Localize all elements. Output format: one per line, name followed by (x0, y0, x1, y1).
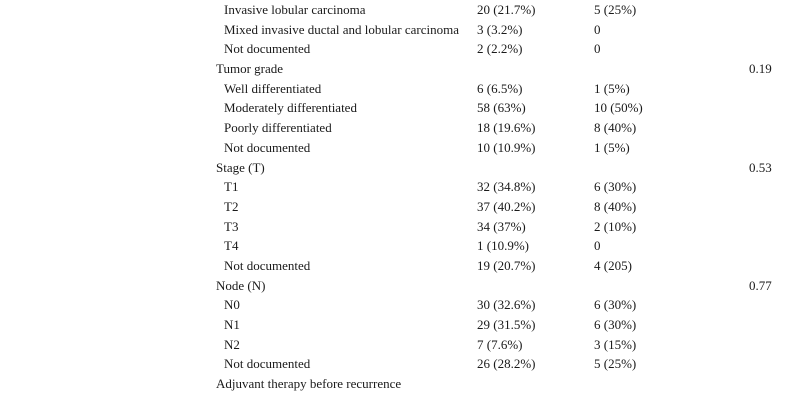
row-label: T4 (224, 238, 239, 254)
cell-group-b: 0 (594, 238, 601, 254)
cell-group-a: 3 (3.2%) (477, 21, 523, 37)
cell-group-b: 1 (5%) (594, 139, 630, 155)
cell-group-a: 2 (2.2%) (477, 41, 523, 57)
row-label: Well differentiated (224, 80, 322, 96)
cell-group-b: 6 (30%) (594, 179, 637, 195)
cell-group-a: 58 (63%) (477, 100, 526, 116)
cell-p-value: 0.53 (749, 159, 772, 175)
table-category-row: Node (N) 0.77 (0, 276, 800, 296)
cell-group-a: 32 (34.8%) (477, 179, 536, 195)
table-category-row: Stage (T) 0.53 (0, 158, 800, 178)
table-row: Invasive lobular carcinoma 20 (21.7%) 5 (2… (0, 0, 800, 20)
row-label: T2 (224, 198, 239, 214)
cell-group-b: 6 (30%) (594, 317, 637, 332)
cell-group-b: 5 (25%) (594, 2, 637, 17)
table-row: Not documented 10 (10.9%) 1 (5%) (0, 138, 800, 158)
table-row: T1 32 (34.8%) 6 (30%) (0, 177, 800, 197)
table-row: Not documented 2 (2.2%) 0 (0, 39, 800, 59)
cell-p-value: 0.77 (749, 277, 772, 293)
row-label: N1 (224, 317, 240, 332)
cell-group-a: 19 (20.7%) (477, 257, 536, 273)
cell-group-a: 20 (21.7%) (477, 2, 536, 17)
row-label: Not documented (224, 356, 311, 372)
row-label: N2 (224, 336, 240, 352)
cell-group-b: 8 (40%) (594, 120, 637, 136)
table-row: Well differentiated 6 (6.5%) 1 (5%) (0, 79, 800, 99)
cell-p-value: 0.19 (749, 61, 772, 77)
table-row: N1 29 (31.5%) 6 (30%) (0, 315, 800, 335)
table-row: Not documented 26 (28.2%) 5 (25%) (0, 354, 800, 374)
cell-group-b: 4 (205) (594, 257, 632, 273)
row-label: Mixed invasive ductal and lobular carcin… (224, 21, 460, 37)
table-row: T3 34 (37%) 2 (10%) (0, 217, 800, 237)
row-label: Not documented (224, 139, 311, 155)
table-row: Mixed invasive ductal and lobular carcin… (0, 20, 800, 40)
row-label: Poorly differentiated (224, 120, 332, 136)
cell-group-b: 5 (25%) (594, 356, 637, 372)
table-category-row: Tumor grade 0.19 (0, 59, 800, 79)
row-label: T3 (224, 218, 239, 234)
row-label: N0 (224, 297, 240, 313)
row-label: Not documented (224, 257, 311, 273)
cell-group-b: 0 (594, 21, 601, 37)
cell-group-b: 1 (5%) (594, 80, 630, 96)
cell-group-b: 3 (15%) (594, 336, 637, 352)
cell-group-b: 6 (30%) (594, 297, 637, 313)
table-row: Moderately differentiated 58 (63%) 10 (50%… (0, 98, 800, 118)
cell-group-a: 37 (40.2%) (477, 198, 536, 214)
row-label: Moderately differentiated (224, 100, 357, 116)
cell-group-b: 10 (50%) (594, 100, 643, 116)
table-category-row: Adjuvant therapy before recurrence (0, 374, 800, 394)
table-row: T4 1 (10.9%) 0 (0, 236, 800, 256)
cell-group-a: 10 (10.9%) (477, 139, 536, 155)
row-label: Invasive lobular carcinoma (224, 2, 366, 17)
cell-group-a: 29 (31.5%) (477, 317, 536, 332)
row-label: Not documented (224, 41, 311, 57)
cell-group-a: 34 (37%) (477, 218, 526, 234)
table-row: N2 7 (7.6%) 3 (15%) (0, 335, 800, 355)
table-row: Not documented 19 (20.7%) 4 (205) (0, 256, 800, 276)
row-label: Adjuvant therapy before recurrence (216, 376, 402, 392)
cell-group-a: 6 (6.5%) (477, 80, 523, 96)
cell-group-b: 2 (10%) (594, 218, 637, 234)
cell-group-b: 8 (40%) (594, 198, 637, 214)
table-row: Poorly differentiated 18 (19.6%) 8 (40%) (0, 118, 800, 138)
cell-group-b: 0 (594, 41, 601, 57)
row-label: Tumor grade (216, 61, 284, 77)
cell-group-a: 30 (32.6%) (477, 297, 536, 313)
cell-group-a: 1 (10.9%) (477, 238, 529, 254)
row-label: T1 (224, 179, 239, 195)
row-label: Stage (T) (216, 159, 265, 175)
cell-group-a: 7 (7.6%) (477, 336, 523, 352)
row-label: Node (N) (216, 277, 266, 293)
cell-group-a: 26 (28.2%) (477, 356, 536, 372)
cell-group-a: 18 (19.6%) (477, 120, 536, 136)
table-row: N0 30 (32.6%) 6 (30%) (0, 295, 800, 315)
table-row: T2 37 (40.2%) 8 (40%) (0, 197, 800, 217)
